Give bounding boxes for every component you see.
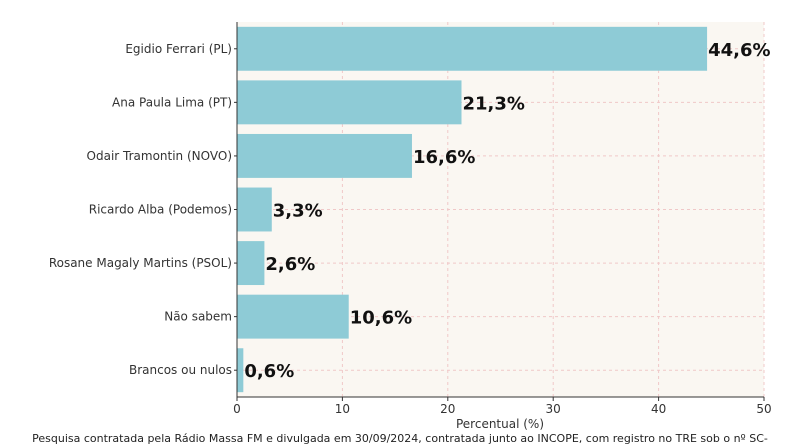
x-axis-title: Percentual (%) (456, 417, 544, 431)
bar (237, 26, 708, 71)
footnote: Pesquisa contratada pela Rádio Massa FM … (32, 432, 768, 445)
data-label: 21,3% (463, 93, 525, 114)
data-label: 44,6% (708, 40, 770, 61)
bars (237, 26, 708, 393)
data-label: 16,6% (413, 147, 475, 168)
y-tick-label: Não sabem (164, 310, 232, 324)
y-tick-label: Odair Tramontin (NOVO) (87, 149, 232, 163)
x-tick-label: 30 (546, 402, 561, 416)
x-tick-label: 50 (756, 402, 771, 416)
data-label: 0,6% (244, 361, 294, 382)
x-tick-label: 20 (440, 402, 455, 416)
x-tick-labels: 0 10 20 30 40 50 (233, 397, 772, 416)
bar (237, 187, 272, 232)
bar (237, 133, 412, 178)
x-tick-label: 40 (651, 402, 666, 416)
y-tick-label: Ana Paula Lima (PT) (112, 95, 232, 109)
y-tick-label: Egidio Ferrari (PL) (125, 42, 232, 56)
bar (237, 241, 265, 286)
x-tick-label: 10 (335, 402, 350, 416)
y-tick-label: Brancos ou nulos (129, 363, 232, 377)
x-tick-label: 0 (233, 402, 241, 416)
y-tick-label: Ricardo Alba (Podemos) (89, 203, 232, 217)
data-label: 2,6% (265, 254, 315, 275)
bar (237, 348, 244, 393)
bar (237, 294, 349, 339)
data-label: 10,6% (350, 308, 412, 329)
y-tick-labels: Egidio Ferrari (PL) Ana Paula Lima (PT) Od… (49, 42, 237, 377)
y-tick-label: Rosane Magaly Martins (PSOL) (49, 256, 232, 270)
data-label: 3,3% (273, 201, 323, 222)
bar (237, 80, 462, 125)
data-labels: 44,6% 21,3% 16,6% 3,3% 2,6% 10,6% 0,6% (244, 40, 770, 382)
